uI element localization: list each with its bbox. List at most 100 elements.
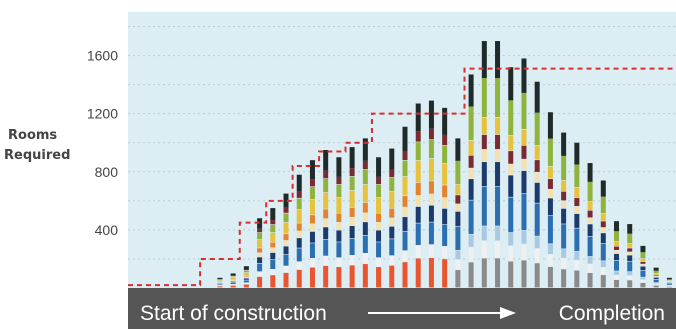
bar-segment — [442, 108, 447, 135]
caption-end-label: Completion — [559, 302, 665, 325]
bar-segment — [535, 82, 540, 113]
bar-segment — [389, 256, 394, 265]
bar-segment — [574, 143, 579, 165]
bar-segment — [323, 227, 328, 239]
bar-segment — [535, 113, 540, 145]
bar-segment — [455, 185, 460, 195]
bar-segment — [535, 160, 540, 172]
bar — [640, 246, 645, 288]
bar-segment — [429, 159, 434, 181]
bar-segment — [350, 226, 355, 238]
bar-segment — [640, 280, 645, 282]
bar-segment — [297, 262, 302, 269]
bar-segment — [297, 248, 302, 261]
bar-segment — [601, 221, 606, 227]
bar-segment — [310, 179, 315, 186]
bar-segment — [588, 202, 593, 210]
bar-segment — [654, 268, 659, 271]
bar-segment — [376, 258, 381, 267]
bar-segment — [376, 267, 381, 287]
bar-segment — [244, 283, 249, 284]
bar-segment — [495, 226, 500, 240]
bar-segment — [376, 198, 381, 213]
bar-segment — [231, 286, 236, 288]
bar-segment — [257, 240, 262, 248]
bar-segment — [442, 185, 447, 197]
bar-segment — [548, 267, 553, 287]
bar-segment — [270, 275, 275, 287]
bar-segment — [416, 161, 421, 183]
bar-segment — [455, 138, 460, 160]
bar-segment — [482, 41, 487, 78]
bar-segment — [614, 271, 619, 274]
bar-segment — [469, 247, 474, 261]
bar-segment — [482, 162, 487, 186]
bar-segment — [614, 261, 619, 271]
bar-segment — [640, 246, 645, 252]
bar-segment — [442, 164, 447, 185]
bar-segment — [469, 141, 474, 155]
bar-segment — [548, 112, 553, 138]
bar-segment — [614, 254, 619, 260]
bar-segment — [403, 161, 408, 177]
y-tick-label: 1200 — [87, 106, 118, 122]
bar-segment — [270, 248, 275, 252]
bar-segment — [561, 181, 566, 191]
bar-segment — [310, 215, 315, 223]
bar-segment — [403, 151, 408, 160]
bar-segment — [548, 216, 553, 244]
bar-segment — [548, 244, 553, 254]
bar-segment — [350, 147, 355, 168]
bar-segment — [244, 278, 249, 279]
bar-segment — [429, 258, 434, 287]
bar-segment — [588, 211, 593, 218]
bar — [601, 181, 606, 288]
bar-segment — [244, 285, 249, 288]
bar-segment — [627, 248, 632, 251]
bar — [627, 224, 632, 287]
bar-segment — [389, 218, 394, 226]
bar-segment — [495, 135, 500, 149]
bar-segment — [455, 270, 460, 287]
bar-segment — [614, 275, 619, 279]
bar — [469, 74, 474, 287]
bar-segment — [270, 225, 275, 232]
bar-segment — [257, 264, 262, 272]
bar-segment — [310, 224, 315, 231]
bar-segment — [588, 257, 593, 264]
bar-segment — [614, 221, 619, 231]
bar-segment — [350, 239, 355, 255]
bar-segment — [363, 264, 368, 287]
bar-segment — [442, 225, 447, 246]
bar-segment — [640, 277, 645, 279]
bar-segment — [350, 168, 355, 176]
bar-segment — [654, 278, 659, 279]
bar-segment — [574, 188, 579, 198]
bar-segment — [350, 218, 355, 226]
bar-segment — [217, 286, 222, 287]
bar-segment — [482, 118, 487, 135]
bar-segment — [495, 41, 500, 78]
bar-segment — [284, 241, 289, 246]
bar-segment — [429, 129, 434, 140]
bar-segment — [297, 198, 302, 209]
bar-segment — [350, 256, 355, 265]
bar — [574, 143, 579, 288]
bar-segment — [403, 251, 408, 262]
bar-segment — [601, 214, 606, 221]
bar-segment — [574, 165, 579, 188]
bar-segment — [495, 241, 500, 258]
bar-segment — [535, 203, 540, 235]
bar-segment — [654, 274, 659, 275]
bar-segment — [455, 161, 460, 184]
bar-segment — [548, 167, 553, 179]
bar-segment — [469, 156, 474, 168]
bar-segment — [588, 218, 593, 224]
y-tick-label: 1600 — [87, 48, 118, 64]
bar — [588, 163, 593, 287]
bar-segment — [627, 234, 632, 244]
bar-segment — [297, 238, 302, 248]
bar-segment — [297, 231, 302, 237]
bar-segment — [521, 146, 526, 159]
bar-segment — [257, 229, 262, 233]
